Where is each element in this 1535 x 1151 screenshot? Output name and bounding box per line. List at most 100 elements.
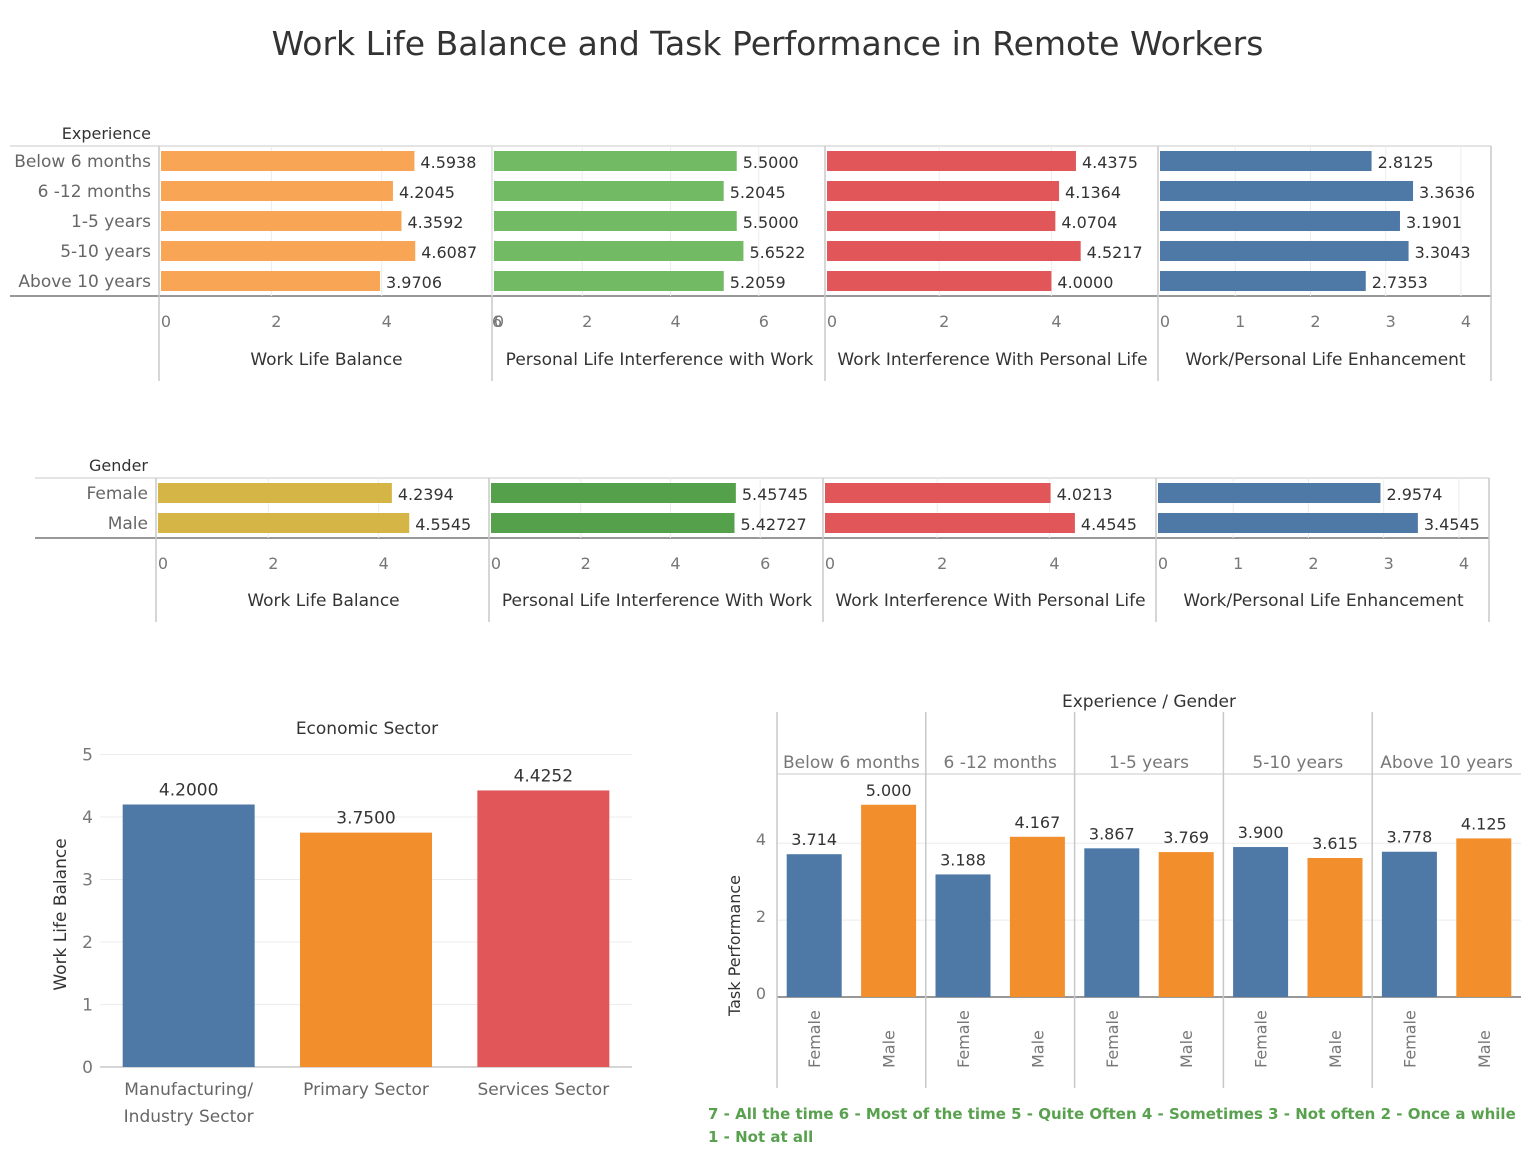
panel-title: Work/Personal Life Enhancement — [1185, 350, 1466, 370]
panel-title: Work/Personal Life Enhancement — [1183, 591, 1464, 611]
y-axis-label: Task Performance — [725, 875, 744, 1017]
x-tick-label: 1 — [1233, 554, 1243, 573]
data-label: 5.2045 — [730, 183, 786, 202]
x-category-label: Female — [1103, 1010, 1122, 1068]
x-tick-label: 3 — [1384, 554, 1394, 573]
data-label: 5.5000 — [743, 153, 799, 172]
x-tick-label: 0 — [825, 554, 835, 573]
bar — [1456, 838, 1512, 997]
data-label: 4.3592 — [407, 213, 463, 232]
row-header: Gender — [89, 456, 148, 475]
data-label: 4.4375 — [1082, 153, 1138, 172]
data-label: 4.5217 — [1087, 243, 1143, 262]
bar — [825, 513, 1075, 533]
bar — [1381, 851, 1437, 997]
data-label: 3.867 — [1089, 824, 1135, 843]
x-tick-label: 4 — [1051, 312, 1061, 331]
bar — [494, 241, 744, 261]
y-tick-label: 5 — [82, 746, 93, 766]
data-label: 4.5545 — [415, 515, 471, 534]
y-axis-label: Work Life Balance — [51, 838, 71, 990]
data-label: 5.5000 — [743, 213, 799, 232]
data-label: 3.3636 — [1419, 183, 1475, 202]
panel-title: Work Life Balance — [250, 350, 402, 370]
data-label: 4.125 — [1461, 814, 1507, 833]
x-category-label: Industry Sector — [124, 1107, 254, 1127]
x-tick-label: 2 — [268, 554, 278, 573]
x-category-label: Female — [805, 1010, 824, 1068]
data-label: 4.0704 — [1061, 213, 1117, 232]
panel-title: Work Life Balance — [247, 591, 399, 611]
x-tick-label: 0 — [494, 312, 504, 331]
bar — [1160, 241, 1409, 261]
bar — [1160, 151, 1372, 171]
data-label: 4.5938 — [420, 153, 476, 172]
bar — [1233, 847, 1289, 997]
x-tick-label: 0 — [1158, 554, 1168, 573]
bar — [1160, 181, 1414, 201]
y-tick-label: 2 — [756, 907, 766, 926]
bar — [861, 804, 917, 997]
category-label: Female — [87, 484, 148, 504]
y-tick-label: 0 — [82, 1058, 93, 1078]
bar — [1158, 513, 1418, 533]
x-category-label: Male — [1475, 1030, 1494, 1068]
bar — [1160, 211, 1400, 231]
x-tick-label: 6 — [492, 312, 502, 331]
bar — [477, 790, 610, 1067]
x-category-label: Manufacturing/ — [124, 1080, 253, 1100]
bar — [1158, 852, 1214, 997]
bar — [1158, 483, 1381, 503]
data-label: 3.769 — [1163, 828, 1209, 847]
group-header-label: 5-10 years — [1252, 753, 1343, 773]
y-tick-label: 0 — [756, 984, 766, 1003]
data-label: 4.167 — [1014, 813, 1060, 832]
data-label: 2.9574 — [1386, 485, 1442, 504]
bar — [158, 483, 392, 503]
x-category-label: Male — [1326, 1030, 1345, 1068]
x-tick-label: 4 — [1049, 554, 1059, 573]
data-label: 4.0213 — [1057, 485, 1113, 504]
bar — [161, 271, 381, 291]
group-header-label: 6 -12 months — [943, 753, 1057, 773]
x-category-label: Male — [1028, 1030, 1047, 1068]
bar — [494, 211, 737, 231]
x-category-label: Female — [1252, 1010, 1271, 1068]
data-label: 3.1901 — [1406, 213, 1462, 232]
x-tick-label: 6 — [759, 312, 769, 331]
x-tick-label: 4 — [382, 312, 392, 331]
data-label: 5.6522 — [749, 243, 805, 262]
scale-legend-note: 7 - All the time 6 - Most of the time 5 … — [708, 1105, 1516, 1146]
data-label: 3.7500 — [336, 809, 395, 829]
data-label: 4.1364 — [1065, 183, 1121, 202]
bar — [827, 181, 1060, 201]
data-label: 5.42727 — [740, 515, 806, 534]
data-label: 3.615 — [1312, 834, 1358, 853]
x-category-label: Primary Sector — [303, 1080, 429, 1100]
x-tick-label: 0 — [161, 312, 171, 331]
panel-title: Personal Life Interference with Work — [506, 350, 814, 370]
x-category-label: Female — [954, 1010, 973, 1068]
chart-title: Economic Sector — [296, 719, 438, 739]
chart-title: Experience / Gender — [1062, 692, 1236, 712]
x-category-label: Male — [1177, 1030, 1196, 1068]
data-label: 2.8125 — [1378, 153, 1434, 172]
x-tick-label: 2 — [582, 312, 592, 331]
data-label: 3.900 — [1238, 823, 1284, 842]
bar — [827, 211, 1056, 231]
x-tick-label: 2 — [937, 554, 947, 573]
bar — [786, 854, 842, 997]
bar — [161, 241, 416, 261]
x-tick-label: 2 — [1310, 312, 1320, 331]
x-tick-label: 4 — [670, 312, 680, 331]
bar — [494, 181, 724, 201]
x-tick-label: 1 — [1235, 312, 1245, 331]
data-label: 5.2059 — [730, 273, 786, 292]
group-header-label: Above 10 years — [1380, 753, 1513, 773]
bar — [825, 483, 1051, 503]
bar — [1307, 858, 1363, 997]
x-tick-label: 0 — [1160, 312, 1170, 331]
data-label: 2.7353 — [1372, 273, 1428, 292]
x-category-label: Male — [880, 1030, 899, 1068]
